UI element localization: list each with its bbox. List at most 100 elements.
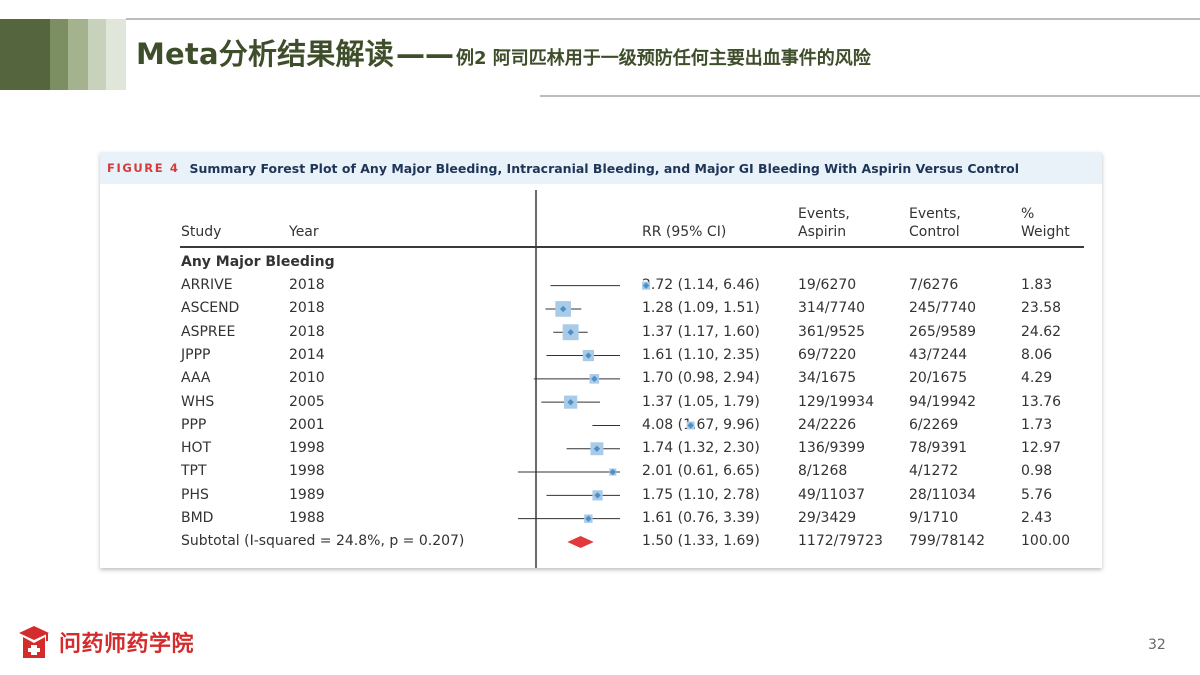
rr-ci: 1.37 (1.17, 1.60) (642, 323, 760, 340)
events-aspirin: 136/9399 (798, 440, 866, 457)
col-header-weight: % Weight (1021, 205, 1070, 241)
point-estimate (567, 398, 574, 406)
rr-ci: 1.70 (0.98, 2.94) (642, 370, 760, 387)
col-header-weight-line1: % (1021, 206, 1035, 222)
events-aspirin: 1172/79723 (798, 533, 883, 550)
table-row: JPPP 2014 1.61 (1.10, 2.35) 69/7220 43/7244 8… (100, 344, 1102, 367)
study-name: ARRIVE (181, 277, 233, 293)
point-estimate (687, 422, 694, 429)
events-control: 265/9589 (909, 323, 977, 340)
rr-ci: 1.37 (1.05, 1.79) (642, 393, 760, 410)
title-stripes-decoration (0, 19, 128, 90)
weight-percent: 1.73 (1021, 416, 1053, 433)
header-top-rule (126, 18, 1200, 20)
point-estimate (591, 375, 598, 383)
header-bottom-rule (540, 95, 1200, 97)
logo: 问药师药学院 (17, 624, 194, 660)
table-row: HOT 1998 1.74 (1.32, 2.30) 136/9399 78/9391 1… (100, 437, 1102, 460)
study-name: ASCEND (181, 300, 240, 317)
page-number: 32 (1148, 637, 1166, 653)
study-year: 2010 (289, 370, 325, 387)
rr-ci: 4.08 (1.67, 9.96) (642, 416, 760, 433)
study-year: 2018 (289, 300, 325, 317)
forest-plot-figure: FIGURE 4 Summary Forest Plot of Any Majo… (100, 152, 1102, 568)
study-name: HOT (181, 440, 212, 457)
graduation-cap-book-icon (19, 626, 49, 658)
study-year: 2005 (289, 393, 325, 410)
events-aspirin: 314/7740 (798, 300, 866, 317)
point-estimate (609, 468, 616, 476)
table-row: AAA 2010 1.70 (0.98, 2.94) 34/1675 20/1675 4.… (100, 367, 1102, 390)
study-year: 2014 (289, 346, 325, 363)
col-header-events-control: Events, Control (909, 205, 961, 241)
events-control: 9/1710 (909, 510, 959, 526)
col-header-study: Study (181, 224, 222, 240)
table-row: ASPREE 2018 1.37 (1.17, 1.60) 361/9525 265/9… (100, 321, 1102, 344)
events-control: 78/9391 (909, 440, 968, 457)
rr-ci: 1.28 (1.09, 1.51) (642, 300, 760, 317)
table-row: ASCEND 2018 1.28 (1.09, 1.51) 314/7740 245/7… (100, 297, 1102, 320)
point-estimate (585, 352, 592, 359)
weight-percent: 5.76 (1021, 486, 1053, 503)
weight-percent: 100.00 (1021, 533, 1070, 550)
stripe-3 (68, 19, 88, 90)
weight-percent: 12.97 (1021, 440, 1062, 457)
events-control: 6/2269 (909, 416, 959, 433)
col-header-rr: RR (95% CI) (642, 224, 727, 240)
section-label: Any Major Bleeding (181, 254, 335, 270)
col-header-weight-line2: Weight (1021, 224, 1070, 240)
events-control: 245/7740 (909, 300, 977, 317)
weight-percent: 13.76 (1021, 393, 1062, 410)
stripe-2 (50, 19, 68, 90)
page-title: Meta分析结果解读 —— 例2 阿司匹林用于一级预防任何主要出血事件的风险 (136, 31, 871, 81)
col-header-events-aspirin-line1: Events, (798, 206, 850, 222)
events-control: 7/6276 (909, 277, 959, 293)
study-name: PPP (181, 416, 207, 433)
events-control: 28/11034 (909, 486, 977, 503)
study-name: AAA (181, 370, 211, 387)
weight-percent: 23.58 (1021, 300, 1062, 317)
rr-ci: 1.74 (1.32, 2.30) (642, 440, 760, 457)
table-row: ARRIVE 2018 2.72 (1.14, 6.46) 19/6270 7/6276… (100, 274, 1102, 297)
table-row: BMD 1988 1.61 (0.76, 3.39) 29/3429 9/1710 2.4… (100, 507, 1102, 530)
rr-ci: 1.61 (0.76, 3.39) (642, 510, 760, 526)
events-aspirin: 8/1268 (798, 463, 848, 480)
subtotal-label: Subtotal (I-squared = 24.8%, p = 0.207) (181, 533, 465, 550)
study-year: 1998 (289, 440, 325, 457)
stripe-1 (0, 19, 50, 90)
figure-title: Summary Forest Plot of Any Major Bleedin… (189, 160, 1020, 176)
rr-ci: 1.50 (1.33, 1.69) (642, 533, 760, 550)
rr-ci: 1.75 (1.10, 2.78) (642, 486, 760, 503)
col-header-events-aspirin: Events, Aspirin (798, 205, 850, 241)
events-control: 20/1675 (909, 370, 968, 387)
col-header-events-control-line2: Control (909, 224, 960, 240)
events-aspirin: 24/2226 (798, 416, 857, 433)
logo-text: 问药师药学院 (59, 632, 195, 657)
events-aspirin: 19/6270 (798, 277, 857, 293)
col-header-events-control-line1: Events, (909, 206, 961, 222)
page-title-dash: —— (395, 37, 454, 71)
forest-plot-graphic (518, 190, 695, 568)
events-aspirin: 69/7220 (798, 346, 857, 363)
page-title-main: Meta分析结果解读 (136, 37, 394, 71)
rr-ci: 1.61 (1.10, 2.35) (642, 346, 760, 363)
events-control: 94/19942 (909, 393, 977, 410)
study-name: ASPREE (181, 323, 236, 340)
table-row: PHS 1989 1.75 (1.10, 2.78) 49/11037 28/11034… (100, 484, 1102, 507)
events-aspirin: 34/1675 (798, 370, 857, 387)
weight-percent: 24.62 (1021, 323, 1062, 340)
stripe-5 (106, 19, 126, 90)
study-year: 1989 (289, 486, 325, 503)
study-year: 2018 (289, 277, 325, 293)
study-name: WHS (181, 393, 215, 410)
table-row: PPP 2001 4.08 (1.67, 9.96) 24/2226 6/2269 1.7… (100, 414, 1102, 437)
events-aspirin: 361/9525 (798, 323, 866, 340)
table-row: TPT 1998 2.01 (0.61, 6.65) 8/1268 4/1272 0.98 (100, 460, 1102, 483)
col-header-events-aspirin-line2: Aspirin (798, 224, 847, 240)
events-aspirin: 129/19934 (798, 393, 874, 410)
events-aspirin: 49/11037 (798, 486, 866, 503)
point-estimate (594, 492, 601, 499)
events-control: 43/7244 (909, 346, 968, 363)
point-estimate (593, 445, 601, 452)
col-header-year: Year (289, 224, 319, 240)
